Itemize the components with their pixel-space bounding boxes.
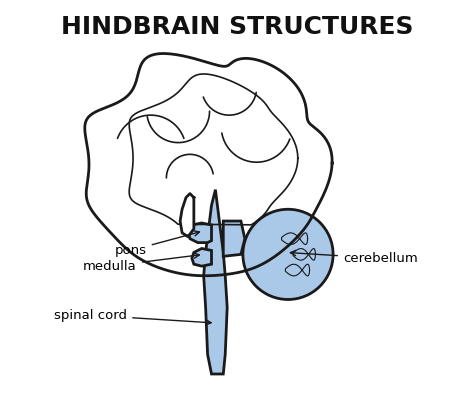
Text: cerebellum: cerebellum [291,250,418,265]
Circle shape [243,209,333,299]
Polygon shape [192,248,211,266]
Polygon shape [180,194,194,237]
Text: pons: pons [115,231,200,257]
Polygon shape [223,221,245,256]
Text: medulla: medulla [83,253,200,273]
Polygon shape [188,223,211,243]
Text: HINDBRAIN STRUCTURES: HINDBRAIN STRUCTURES [61,15,413,39]
Text: spinal cord: spinal cord [54,308,211,325]
Polygon shape [85,54,332,276]
Polygon shape [204,190,227,374]
